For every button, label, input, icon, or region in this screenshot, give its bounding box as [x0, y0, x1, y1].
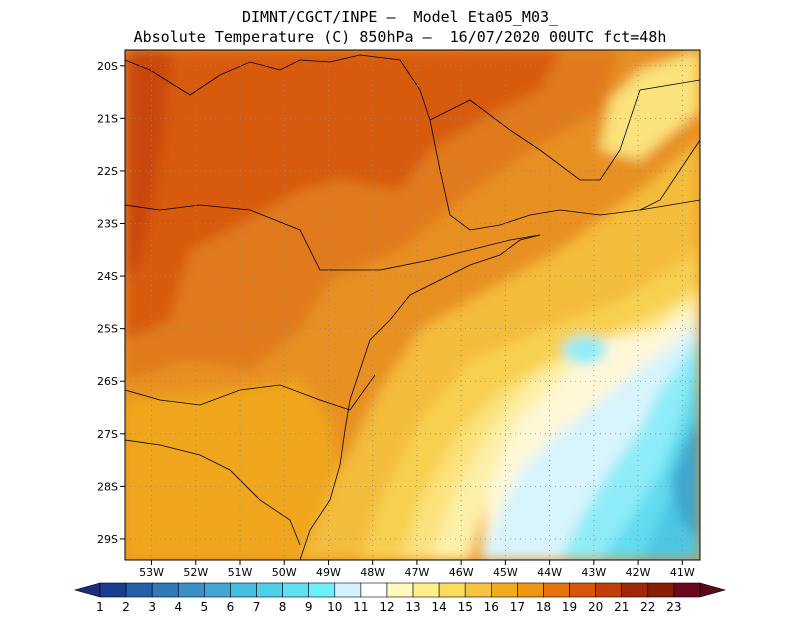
- border-line: [125, 374, 376, 411]
- colorbar-label: 17: [510, 600, 525, 614]
- colorbar-swatch: [621, 582, 649, 598]
- lon-tick-label: 53W: [139, 566, 164, 579]
- lon-tick-label: 49W: [316, 566, 341, 579]
- colorbar-label: 11: [353, 600, 368, 614]
- lat-tick-label: 21S: [97, 112, 118, 125]
- temp-zone-13: [430, 290, 700, 560]
- temp-zone-21: [125, 50, 170, 280]
- colorbar-label: 20: [588, 600, 603, 614]
- colorbar-label: 5: [201, 600, 209, 614]
- lon-tick-label: 42W: [626, 566, 651, 579]
- colorbar-label: 23: [666, 600, 681, 614]
- lon-tick-label: 41W: [670, 566, 695, 579]
- graticule: [125, 50, 700, 560]
- colorbar-swatch: [412, 582, 440, 598]
- colorbar-label: 4: [174, 600, 182, 614]
- colorbar-swatch: [230, 582, 257, 598]
- colorbar-swatch: [256, 582, 283, 598]
- map-title-line-1: DIMNT/CGCT/INPE – Model Eta05_M03_: [241, 8, 559, 26]
- lon-tick-label: 47W: [404, 566, 429, 579]
- lon-tick-label: 50W: [272, 566, 297, 579]
- colorbar-swatch: [464, 582, 492, 598]
- lat-tick-label: 22S: [97, 165, 118, 178]
- colorbar-swatch: [308, 582, 336, 598]
- lon-tick-label: 52W: [183, 566, 208, 579]
- colorbar-swatch: [204, 582, 231, 598]
- temp-patch-10: [563, 336, 607, 364]
- lat-tick-label: 24S: [97, 270, 118, 283]
- colorbar-swatch: [177, 582, 205, 598]
- colorbar-label: 2: [122, 600, 130, 614]
- colorbar-swatch: [438, 582, 466, 598]
- temp-zone-16: [300, 140, 700, 560]
- border-line: [125, 54, 700, 231]
- coastline: [299, 234, 541, 560]
- lat-tick-label: 23S: [97, 218, 118, 231]
- colorbar-label: 19: [562, 600, 577, 614]
- colorbar-label: 15: [458, 600, 473, 614]
- temp-zone-15: [360, 210, 700, 560]
- lon-tick-label: 48W: [360, 566, 385, 579]
- colorbar-label: 14: [431, 600, 446, 614]
- colorbar-label: 8: [279, 600, 287, 614]
- border-line: [125, 204, 541, 271]
- colorbar-swatch: [491, 582, 518, 598]
- colorbar-label: 9: [305, 600, 313, 614]
- colorbar-label: 16: [484, 600, 499, 614]
- lon-tick-label: 51W: [228, 566, 253, 579]
- colorbar-label: 21: [614, 600, 629, 614]
- lat-tick-label: 20S: [97, 60, 118, 73]
- longitude-axis: 53W 52W 51W 50W 49W 48W 47W 46W 45W 44W 43W 42W 41W: [139, 560, 695, 579]
- temp-zone-20: [125, 50, 560, 340]
- colorbar-swatch: [595, 582, 623, 598]
- colorbar-swatch: [334, 582, 362, 598]
- colorbar-label: 22: [640, 600, 655, 614]
- border-line: [429, 79, 700, 181]
- colorbar-label: 12: [379, 600, 394, 614]
- colorbar-swatch: [569, 582, 596, 598]
- colorbar-label: 13: [405, 600, 420, 614]
- temperature-field: [125, 50, 700, 560]
- lat-tick-label: 28S: [97, 480, 118, 493]
- temp-zone-17-south: [125, 380, 340, 560]
- coastline: [639, 139, 700, 211]
- colorbar-swatch: [543, 582, 570, 598]
- colorbar-label: 1: [96, 600, 104, 614]
- colorbar-right-cap: [699, 582, 727, 598]
- lon-tick-label: 44W: [537, 566, 562, 579]
- lat-tick-label: 27S: [97, 428, 118, 441]
- colorbar-label: 18: [536, 600, 551, 614]
- lat-tick-label: 25S: [97, 323, 118, 336]
- lon-tick-label: 45W: [493, 566, 518, 579]
- temp-zone-7: [670, 420, 700, 540]
- colorbar-left-cap: [73, 582, 101, 598]
- latitude-axis: 20S 21S 22S 23S 24S 25S 26S 27S 28S 29S: [97, 60, 125, 546]
- colorbar: 1 2 3 4 5 6 7 8 9 10 11 12 13 14 15 16 17 18 19 20 21 22 23: [73, 582, 727, 614]
- lat-tick-label: 29S: [97, 533, 118, 546]
- temp-zone-14: [400, 260, 700, 560]
- colorbar-label: 3: [148, 600, 156, 614]
- colorbar-swatch: [99, 582, 127, 598]
- colorbar-swatch: [517, 582, 544, 598]
- colorbar-swatch: [151, 582, 179, 598]
- colorbar-swatch: [282, 582, 309, 598]
- map-frame: [124, 49, 701, 561]
- colorbar-label: 7: [253, 600, 261, 614]
- colorbar-swatch: [647, 582, 675, 598]
- lon-tick-label: 43W: [581, 566, 606, 579]
- lat-tick-label: 26S: [97, 375, 118, 388]
- colorbar-label: 10: [327, 600, 342, 614]
- map-title-line-2: Absolute Temperature (C) 850hPa – 16/07/…: [133, 28, 667, 46]
- lon-tick-label: 46W: [449, 566, 474, 579]
- colorbar-swatch: [673, 582, 701, 598]
- border-line: [125, 439, 301, 546]
- temp-zone-14-north: [600, 50, 700, 160]
- colorbar-label: 6: [227, 600, 235, 614]
- colorbar-swatch: [386, 582, 414, 598]
- colorbar-swatch: [360, 582, 388, 598]
- colorbar-swatch: [125, 582, 153, 598]
- political-boundaries: [125, 54, 700, 560]
